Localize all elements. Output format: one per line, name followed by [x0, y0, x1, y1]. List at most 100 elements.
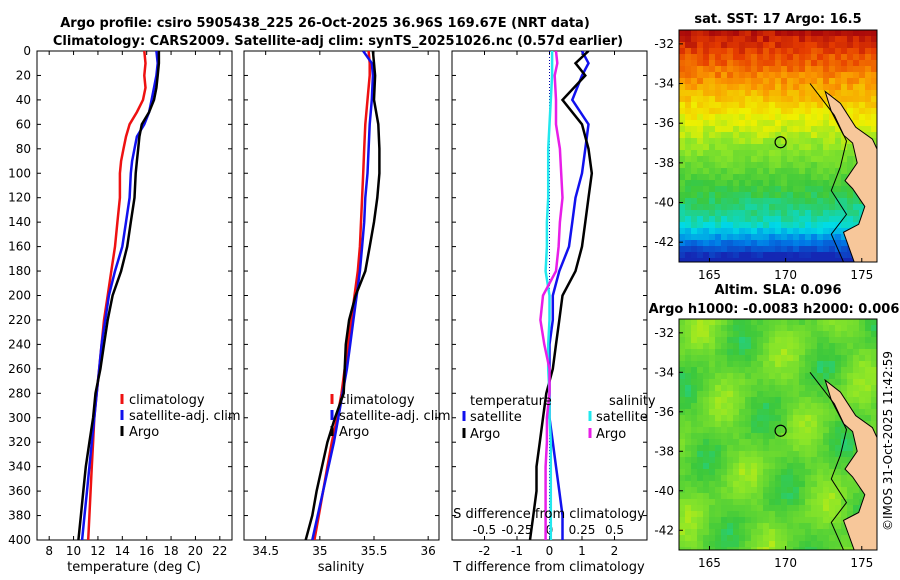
sst_map-cell: [727, 132, 733, 138]
sst_map-cell: [727, 60, 733, 66]
sst_map-cell: [787, 114, 793, 120]
sst_map-cell: [835, 162, 841, 168]
sla_map-cell: [745, 529, 751, 535]
sst_map-cell: [787, 252, 793, 258]
salinity-xlabel: salinity: [318, 560, 365, 575]
sst_map-cell: [835, 210, 841, 216]
sst_map-cell: [691, 156, 697, 162]
sst_map-cell: [757, 120, 763, 126]
sst_map-cell: [751, 102, 757, 108]
sst_map-cell: [781, 132, 787, 138]
sla_map-cell: [781, 355, 787, 361]
sla_map-cell: [697, 427, 703, 433]
sst_map-cell: [703, 234, 709, 240]
sst_map-cell: [709, 84, 715, 90]
sla_map-cell: [829, 469, 835, 475]
sla_map-cell: [727, 319, 733, 325]
sla_map-cell: [727, 337, 733, 343]
sst_map-cell: [817, 30, 823, 36]
sla_map-cell: [775, 355, 781, 361]
sla_map-cell: [757, 481, 763, 487]
sst_map-cell: [691, 240, 697, 246]
sst_map-cell: [715, 84, 721, 90]
sla_map-cell: [841, 427, 847, 433]
sla_map-cell: [715, 325, 721, 331]
sla_map-cell: [871, 325, 877, 331]
sla_map-cell: [757, 487, 763, 493]
sst_map-cell: [739, 48, 745, 54]
sla_map-cell: [745, 421, 751, 427]
sst_map-cell: [811, 162, 817, 168]
sla_map-cell: [793, 319, 799, 325]
sst_map-cell: [703, 168, 709, 174]
sla_map-cell: [787, 535, 793, 541]
sla_map-cell: [691, 487, 697, 493]
sla_map-cell: [781, 361, 787, 367]
sst_map-cell: [757, 234, 763, 240]
sst_map-cell: [709, 42, 715, 48]
sst_map-cell: [817, 222, 823, 228]
sst_map-cell: [733, 108, 739, 114]
sla_map-cell: [679, 343, 685, 349]
sla_map-cell: [691, 397, 697, 403]
sst_map-cell: [793, 132, 799, 138]
sst_map-cell: [859, 126, 865, 132]
sst_map-cell: [685, 78, 691, 84]
sst_map-cell: [763, 120, 769, 126]
sst_map-cell: [739, 186, 745, 192]
sst_map-cell: [769, 162, 775, 168]
sst_map-cell: [841, 30, 847, 36]
sla_map-cell: [703, 337, 709, 343]
sla_map-cell: [847, 457, 853, 463]
sla_map-cell: [859, 325, 865, 331]
sst_map-cell: [865, 132, 871, 138]
sla_map-cell: [787, 463, 793, 469]
sst_map-cell: [781, 60, 787, 66]
sst_map-cell: [781, 114, 787, 120]
sst_map-cell: [751, 192, 757, 198]
sst_map-cell: [805, 258, 811, 262]
sst_map-cell: [757, 66, 763, 72]
sst_map-cell: [829, 222, 835, 228]
sla_map-cell: [757, 325, 763, 331]
sla_map-cell: [745, 445, 751, 451]
sla_map-cell: [811, 343, 817, 349]
sst_map-cell: [691, 48, 697, 54]
sla_map-cell: [715, 529, 721, 535]
sla_map-cell: [763, 373, 769, 379]
sla_map-cell: [805, 487, 811, 493]
sla_map-cell: [739, 523, 745, 529]
sla_map-cell: [739, 343, 745, 349]
sla_map-cell: [781, 331, 787, 337]
sst_map-cell: [817, 114, 823, 120]
sla_map-cell: [805, 337, 811, 343]
sla_map-cell: [709, 361, 715, 367]
sst_map-cell: [685, 240, 691, 246]
sst_map-cell: [847, 216, 853, 222]
sla_map-cell: [787, 439, 793, 445]
sst_map-cell: [817, 192, 823, 198]
sla_map-cell: [721, 475, 727, 481]
sla_map-shelf-contour: [809, 371, 848, 550]
sla_map-cell: [799, 511, 805, 517]
sla_map-cell: [787, 385, 793, 391]
sla_map-cell: [775, 349, 781, 355]
sst_map-cell: [757, 54, 763, 60]
sla_map-cell: [781, 457, 787, 463]
sla_map-cell: [817, 433, 823, 439]
sst_map-cell: [859, 210, 865, 216]
sla_map-cell: [865, 343, 871, 349]
sla_map-cell: [817, 499, 823, 505]
sla_map-cell: [721, 361, 727, 367]
sla_map-cell: [763, 511, 769, 517]
sst_map-ytick-label: -40: [654, 196, 674, 210]
sst_map-cell: [769, 174, 775, 180]
sla_map-cell: [685, 445, 691, 451]
sst_map-cell: [799, 60, 805, 66]
sst_map-cell: [841, 90, 847, 96]
sla_map-cell: [757, 361, 763, 367]
sla_map-cell: [751, 397, 757, 403]
sla_map-cell: [751, 493, 757, 499]
sst_map-cell: [709, 258, 715, 262]
sla_map-cell: [799, 493, 805, 499]
